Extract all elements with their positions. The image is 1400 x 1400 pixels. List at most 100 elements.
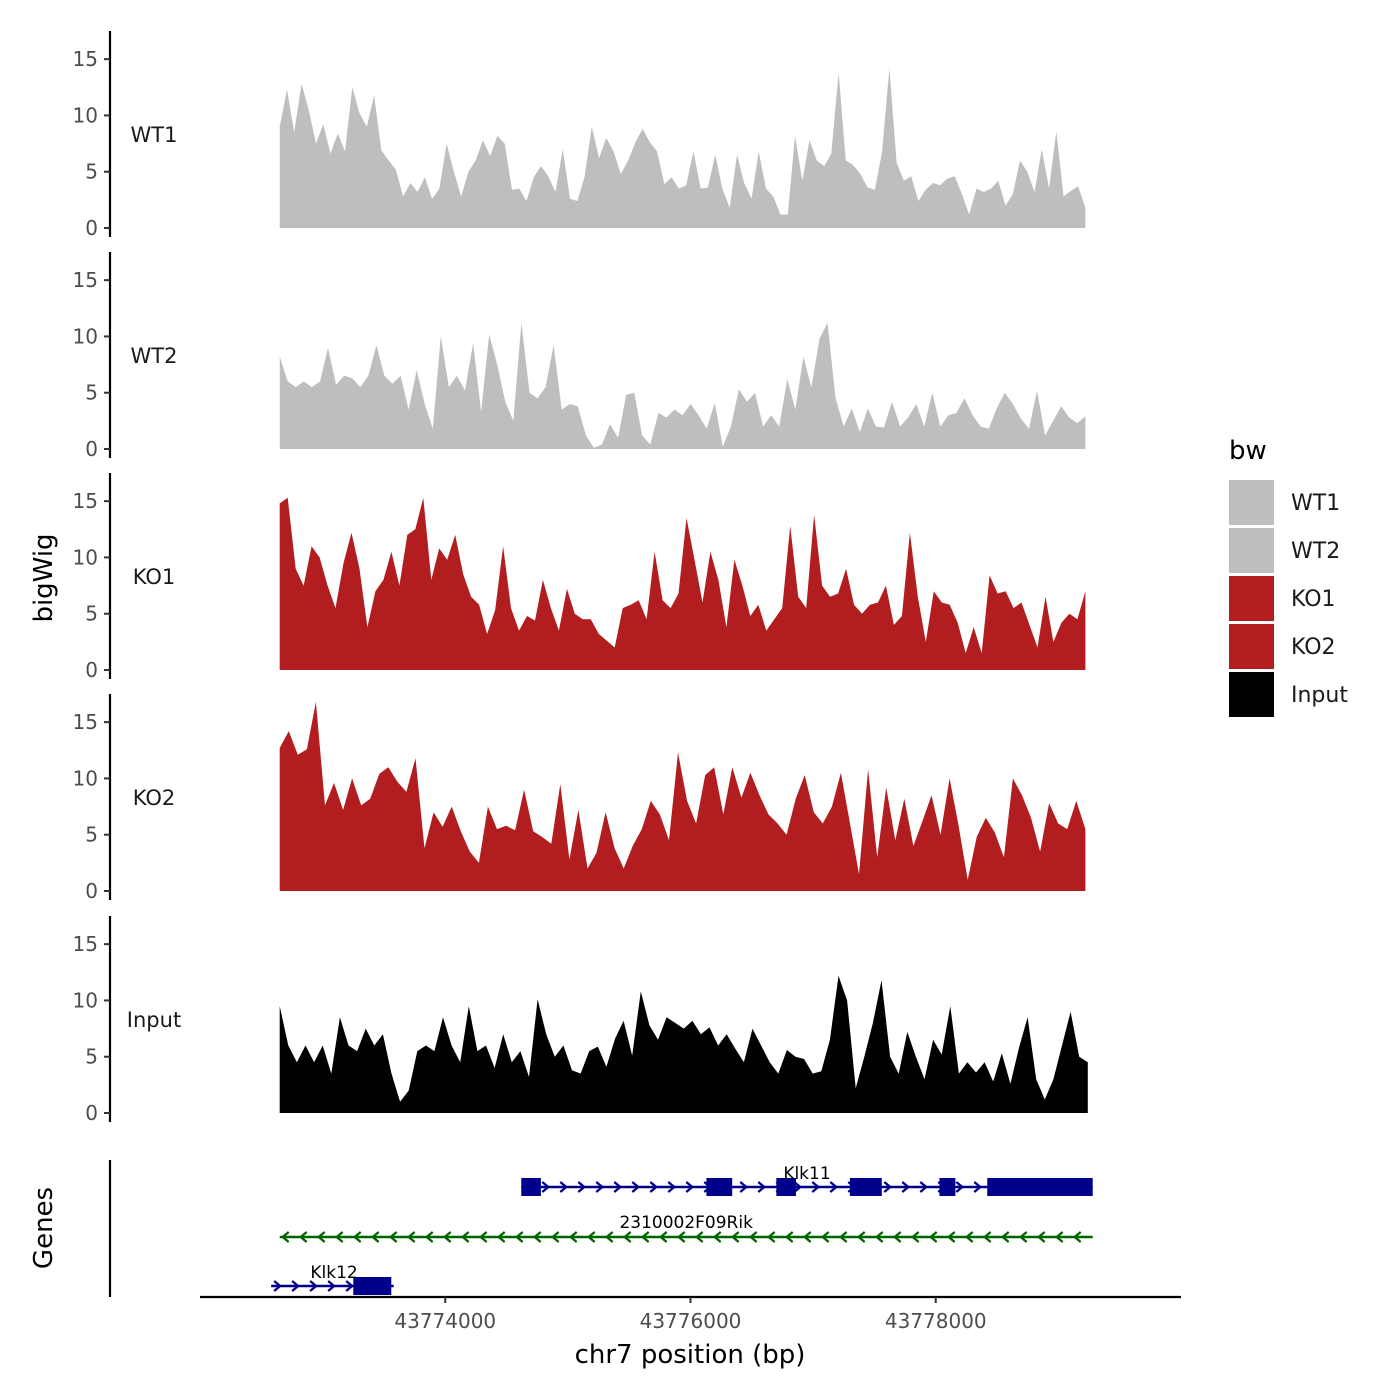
legend-swatch [1229, 528, 1274, 573]
legend-swatch [1229, 480, 1274, 525]
exon [849, 1178, 882, 1196]
strand-arrow [352, 1231, 362, 1243]
y-tick-label: 10 [73, 988, 98, 1012]
strand-arrow [316, 1231, 326, 1243]
y-tick-label: 0 [85, 437, 98, 461]
strand-arrow [1054, 1231, 1064, 1243]
y-tick-label: 5 [85, 1045, 98, 1069]
strand-arrow [973, 1181, 983, 1193]
strand-arrow [694, 1231, 704, 1243]
legend-label: Input [1291, 683, 1348, 708]
strand-arrow [829, 1181, 839, 1193]
y-tick-label: 0 [85, 216, 98, 240]
gene-label: 2310002F09Rik [619, 1213, 753, 1233]
legend: bw WT1 WT2 KO1 KO2 Input [1229, 436, 1348, 717]
y-tick-label: 10 [73, 766, 98, 790]
strand-arrow [928, 1231, 938, 1243]
exon [521, 1178, 541, 1196]
strand-arrow [550, 1231, 560, 1243]
y-tick-label: 5 [85, 381, 98, 405]
strand-arrow [327, 1280, 336, 1292]
legend-swatch [1229, 624, 1274, 669]
y-tick-label: 5 [85, 823, 98, 847]
strand-arrow [901, 1181, 911, 1193]
strand-arrow [1036, 1231, 1046, 1243]
strand-arrow [676, 1231, 686, 1243]
y-tick-label: 10 [73, 103, 98, 127]
strand-arrow [496, 1231, 506, 1243]
exon [939, 1178, 956, 1196]
legend-entry-wt1: WT1 [1229, 480, 1340, 525]
y-tick-label: 0 [85, 879, 98, 903]
track-label: WT2 [131, 344, 178, 368]
track-label: Input [127, 1008, 181, 1032]
strand-arrow [874, 1231, 884, 1243]
track-label: KO1 [133, 565, 176, 589]
legend-label: WT2 [1291, 539, 1340, 564]
strand-arrow [631, 1181, 641, 1193]
y-tick-label: 0 [85, 658, 98, 682]
strand-arrow [739, 1181, 749, 1193]
exon [987, 1178, 1093, 1196]
y-axis-title: bigWig [29, 533, 59, 622]
strand-arrow [273, 1280, 282, 1292]
y-tick-label: 15 [73, 489, 98, 513]
y-tick-label: 0 [85, 1101, 98, 1125]
legend-entry-input: Input [1229, 672, 1348, 717]
strand-arrow [883, 1181, 893, 1193]
genes-panel: Klk11 2310002F09Rik Klk12 [108, 1160, 1093, 1297]
gene-label: Klk12 [310, 1263, 357, 1283]
gene-klk11: Klk11 [521, 1164, 1093, 1196]
strand-arrow [388, 1231, 398, 1243]
strand-arrow [586, 1231, 596, 1243]
area-ko1 [279, 497, 1086, 670]
track-ko1: 0 5 10 15 KO1 [73, 473, 1086, 682]
strand-arrow [730, 1231, 740, 1243]
strand-arrow [532, 1231, 542, 1243]
y-tick-label: 5 [85, 160, 98, 184]
strand-arrow [595, 1181, 605, 1193]
strand-arrow [442, 1231, 452, 1243]
strand-arrow [856, 1231, 866, 1243]
strand-arrow [541, 1181, 551, 1193]
strand-arrow [345, 1280, 354, 1292]
strand-arrow [514, 1231, 524, 1243]
strand-arrow [622, 1231, 632, 1243]
x-axis: 43774000 43776000 43778000 [200, 1295, 1181, 1333]
strand-arrow [424, 1231, 434, 1243]
genes-panel-title: Genes [29, 1187, 59, 1269]
track-label: WT1 [131, 123, 178, 147]
strand-arrow [784, 1231, 794, 1243]
strand-arrow [577, 1181, 587, 1193]
legend-swatch [1229, 576, 1274, 621]
strand-arrow [1018, 1231, 1028, 1243]
strand-arrow [568, 1231, 578, 1243]
strand-arrow [748, 1231, 758, 1243]
strand-arrow [685, 1181, 695, 1193]
strand-arrow [406, 1231, 416, 1243]
strand-arrow [658, 1231, 668, 1243]
strand-arrow [811, 1181, 821, 1193]
x-tick-label: 43774000 [394, 1309, 496, 1333]
strand-arrow [291, 1280, 300, 1292]
strand-arrow [757, 1181, 767, 1193]
legend-entry-wt2: WT2 [1229, 528, 1340, 573]
strand-arrow [640, 1231, 650, 1243]
strand-arrow [1000, 1231, 1010, 1243]
y-tick-label: 5 [85, 602, 98, 626]
strand-arrow [309, 1280, 318, 1292]
gene-label: Klk11 [783, 1164, 830, 1184]
strand-arrow [838, 1231, 848, 1243]
strand-arrow [298, 1231, 308, 1243]
x-tick-label: 43776000 [640, 1309, 742, 1333]
y-tick-label: 15 [73, 268, 98, 292]
strand-arrow [649, 1181, 659, 1193]
legend-label: KO2 [1291, 635, 1336, 660]
legend-title: bw [1229, 436, 1267, 466]
strand-arrow [280, 1231, 290, 1243]
track-label: KO2 [133, 786, 176, 810]
area-ko2 [279, 701, 1086, 891]
legend-label: KO1 [1291, 587, 1336, 612]
strand-arrow [982, 1231, 992, 1243]
